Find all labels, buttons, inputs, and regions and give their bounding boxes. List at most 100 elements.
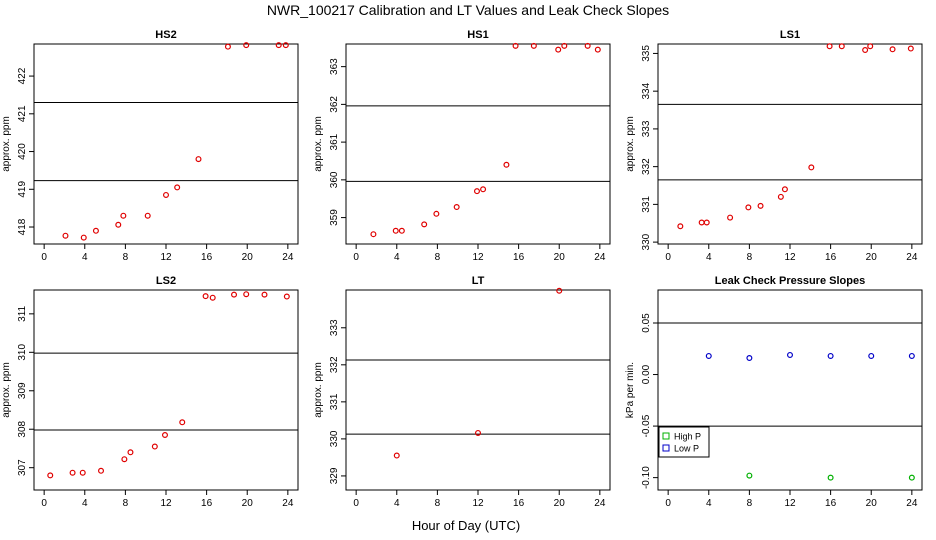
y-axis-label: kPa per min. (625, 362, 636, 418)
y-tick-label: 359 (329, 209, 340, 226)
x-tick-label: 16 (513, 498, 525, 509)
data-point-cal (283, 293, 290, 300)
data-point-cal (453, 204, 460, 211)
data-point-cal (757, 202, 764, 209)
data-point-cal (556, 287, 563, 294)
x-tick-label: 24 (594, 498, 606, 509)
data-point-cal (261, 291, 268, 298)
plot-frame (345, 289, 611, 491)
x-tick-label: 24 (906, 498, 918, 509)
y-tick-label: 335 (641, 45, 652, 62)
y-tick-label: 0.00 (641, 364, 652, 384)
x-tick-label: 24 (282, 252, 294, 263)
y-tick-label: 360 (329, 171, 340, 188)
data-point-cal (530, 42, 537, 49)
x-tick-label: 4 (394, 498, 400, 509)
y-tick-label: 311 (17, 305, 28, 321)
y-axis-label: approx. ppm (313, 116, 324, 172)
data-point-low-p (746, 355, 753, 362)
x-tick-label: 20 (554, 252, 566, 263)
panel-leak-check-pressure-slopes: Leak Check Pressure Slopes 0 4 8 12 16 20 24 -0.… (625, 275, 923, 509)
x-tick-label: 24 (594, 252, 606, 263)
x-tick-label: 4 (706, 498, 712, 509)
x-tick-label: 16 (513, 252, 525, 263)
y-tick-label: 309 (17, 382, 28, 399)
legend-label: Low P (674, 444, 699, 454)
x-tick-label: 16 (825, 252, 837, 263)
data-point-cal (282, 42, 289, 49)
panel-title: HS2 (155, 29, 176, 41)
data-point-cal (243, 42, 250, 49)
y-axis-label: approx. ppm (625, 116, 636, 172)
panel-hs2: HS2 0 4 8 12 16 20 24 418 419 420 421 422 approx. ppm (1, 29, 299, 263)
panel-lt: LT 0 4 8 12 16 20 24 329 330 331 332 333 approx. ppm (313, 275, 611, 509)
x-tick-label: 8 (435, 252, 441, 263)
data-point-cal (826, 43, 833, 50)
x-tick-label: 24 (906, 252, 918, 263)
legend: High P Low P (658, 426, 710, 458)
panel-title: HS1 (467, 29, 488, 41)
data-point-cal (473, 188, 480, 195)
data-point-cal (698, 219, 705, 226)
y-axis-label: approx. ppm (1, 362, 12, 418)
data-point-cal (163, 191, 170, 198)
data-point-cal (512, 42, 519, 49)
data-point-cal (209, 294, 216, 301)
y-tick-label: 0.05 (641, 313, 652, 333)
data-point-cal (98, 467, 105, 474)
plot-frame (33, 289, 299, 491)
data-point-cal (370, 231, 377, 238)
y-tick-label: 332 (329, 356, 340, 373)
data-point-cal (62, 232, 69, 239)
data-point-cal (195, 156, 202, 163)
data-point-low-p (868, 352, 875, 359)
data-point-high-p (908, 474, 915, 481)
y-tick-label: 421 (17, 105, 28, 122)
data-point-cal (243, 291, 250, 298)
x-axis-caption: Hour of Day (UTC) (0, 518, 936, 533)
x-tick-label: 8 (747, 498, 753, 509)
y-tick-label: 422 (17, 67, 28, 84)
data-point-cal (120, 212, 127, 219)
data-point-cal (421, 221, 428, 228)
x-tick-label: 16 (201, 252, 213, 263)
data-point-high-p (746, 472, 753, 479)
y-axis-label: approx. ppm (1, 116, 12, 172)
data-point-cal (79, 469, 86, 476)
x-tick-label: 4 (706, 252, 712, 263)
y-tick-label: 329 (329, 467, 340, 484)
data-point-cal (174, 184, 181, 191)
x-tick-label: 0 (353, 498, 359, 509)
data-point-cal (594, 46, 601, 53)
y-tick-label: 362 (329, 96, 340, 113)
data-point-cal (398, 227, 405, 234)
data-point-cal (231, 291, 238, 298)
panel-ls1: LS1 0 4 8 12 16 20 24 330 331 332 333 334 335 approx. … (625, 29, 923, 263)
data-point-cal (862, 47, 869, 54)
x-tick-label: 12 (160, 252, 172, 263)
x-tick-label: 0 (665, 252, 671, 263)
y-tick-label: 331 (641, 196, 652, 213)
data-point-cal (677, 223, 684, 230)
plot-frame (657, 289, 923, 491)
figure-title: NWR_100217 Calibration and LT Values and… (266, 2, 670, 18)
legend-swatch (662, 444, 670, 452)
legend-swatch (662, 432, 670, 440)
x-tick-label: 16 (201, 498, 213, 509)
y-tick-label: -0.05 (641, 414, 652, 437)
data-point-cal (808, 164, 815, 171)
x-tick-label: 20 (866, 498, 878, 509)
data-point-high-p (827, 474, 834, 481)
data-point-cal (202, 293, 209, 300)
y-tick-label: 333 (641, 120, 652, 137)
panel-title: LS1 (780, 29, 800, 41)
data-point-cal (838, 43, 845, 50)
y-tick-label: 418 (17, 218, 28, 235)
x-tick-label: 16 (825, 498, 837, 509)
data-point-cal (503, 161, 510, 168)
panel-ls2: LS2 0 4 8 12 16 20 24 307 308 309 310 311 approx. ppm (1, 275, 299, 509)
y-tick-label: 331 (329, 393, 340, 410)
data-point-cal (161, 432, 168, 439)
x-tick-label: 20 (242, 498, 254, 509)
data-point-cal (480, 186, 487, 193)
